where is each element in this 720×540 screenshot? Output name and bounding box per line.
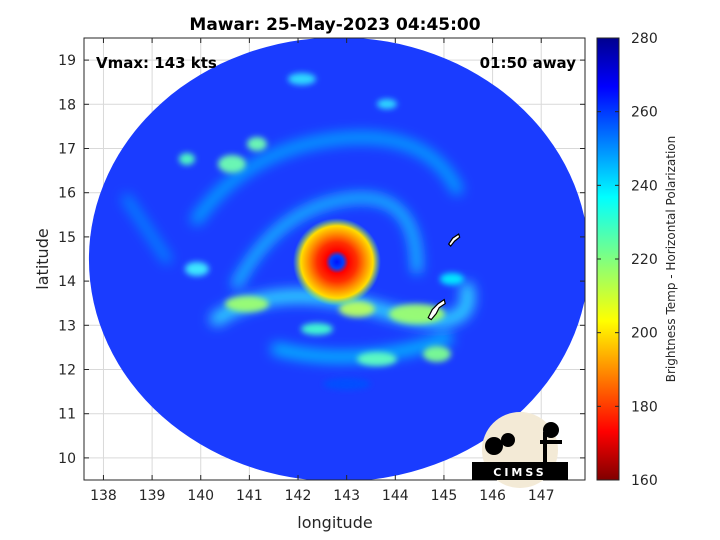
convective-cell [300,323,333,335]
chart-title: Mawar: 25-May-2023 04:45:00 [189,15,480,35]
x-axis-ticks: 138 139 140 141 142 143 144 145 146 147 [90,38,555,504]
convective-cell [178,153,195,165]
y-tick-label: 15 [58,230,76,246]
y-tick-label: 13 [58,318,76,334]
x-tick-label: 140 [187,488,214,504]
colorbar-tick-label: 260 [631,105,658,121]
eyewall [292,218,381,306]
colorbar-tick-label: 160 [631,473,658,489]
y-tick-label: 18 [58,97,76,113]
cimss-logo: CIMSS [472,412,568,488]
vmax-annotation: Vmax: 143 kts [96,54,217,72]
axes-box [83,37,586,481]
y-axis-ticks: 10 11 12 13 14 15 16 17 18 19 [58,53,585,467]
colorbar-label: Brightness Temp - Horizontal Polarizatio… [664,136,678,383]
swath-image [89,38,585,480]
colorbar-tick-label: 220 [631,252,658,268]
x-axis-label: longitude [297,513,372,532]
convective-cell [287,73,316,85]
colorbar-tick-label: 240 [631,178,658,194]
x-tick-label: 138 [90,488,117,504]
convective-cell [246,137,267,151]
convective-cell [224,296,269,312]
y-axis-label: latitude [33,228,52,289]
x-tick-label: 139 [139,488,166,504]
convective-cell [356,352,397,366]
y-tick-label: 19 [58,53,76,69]
convective-cell [184,262,209,276]
convective-cell [422,346,451,362]
convective-cell [322,378,371,390]
colorbar-ticks: 160 180 200 220 240 260 280 [597,31,658,489]
x-tick-label: 145 [431,488,458,504]
y-tick-label: 11 [58,407,76,423]
y-tick-label: 14 [58,274,76,290]
y-tick-label: 16 [58,186,76,202]
rain-band [190,131,463,225]
x-tick-label: 147 [528,488,555,504]
y-tick-label: 12 [58,363,76,379]
colorbar-tick-label: 200 [631,326,658,342]
time-away-annotation: 01:50 away [480,54,577,72]
island-guam [427,298,446,321]
x-tick-label: 143 [333,488,360,504]
x-tick-label: 141 [236,488,263,504]
convective-cell [217,155,246,173]
island-rota [447,233,461,248]
x-tick-label: 142 [285,488,312,504]
logo-text: CIMSS [493,466,546,479]
rain-band [121,194,172,264]
y-tick-label: 10 [58,451,76,467]
rain-band [231,192,422,289]
x-tick-label: 144 [382,488,409,504]
convective-cell [338,301,375,317]
colorbar-tick-label: 180 [631,399,658,415]
convective-cell [376,99,397,109]
colorbar-tick-label: 280 [631,31,658,47]
x-tick-label: 146 [479,488,506,504]
convective-cell [439,273,464,285]
y-tick-label: 17 [58,142,76,158]
